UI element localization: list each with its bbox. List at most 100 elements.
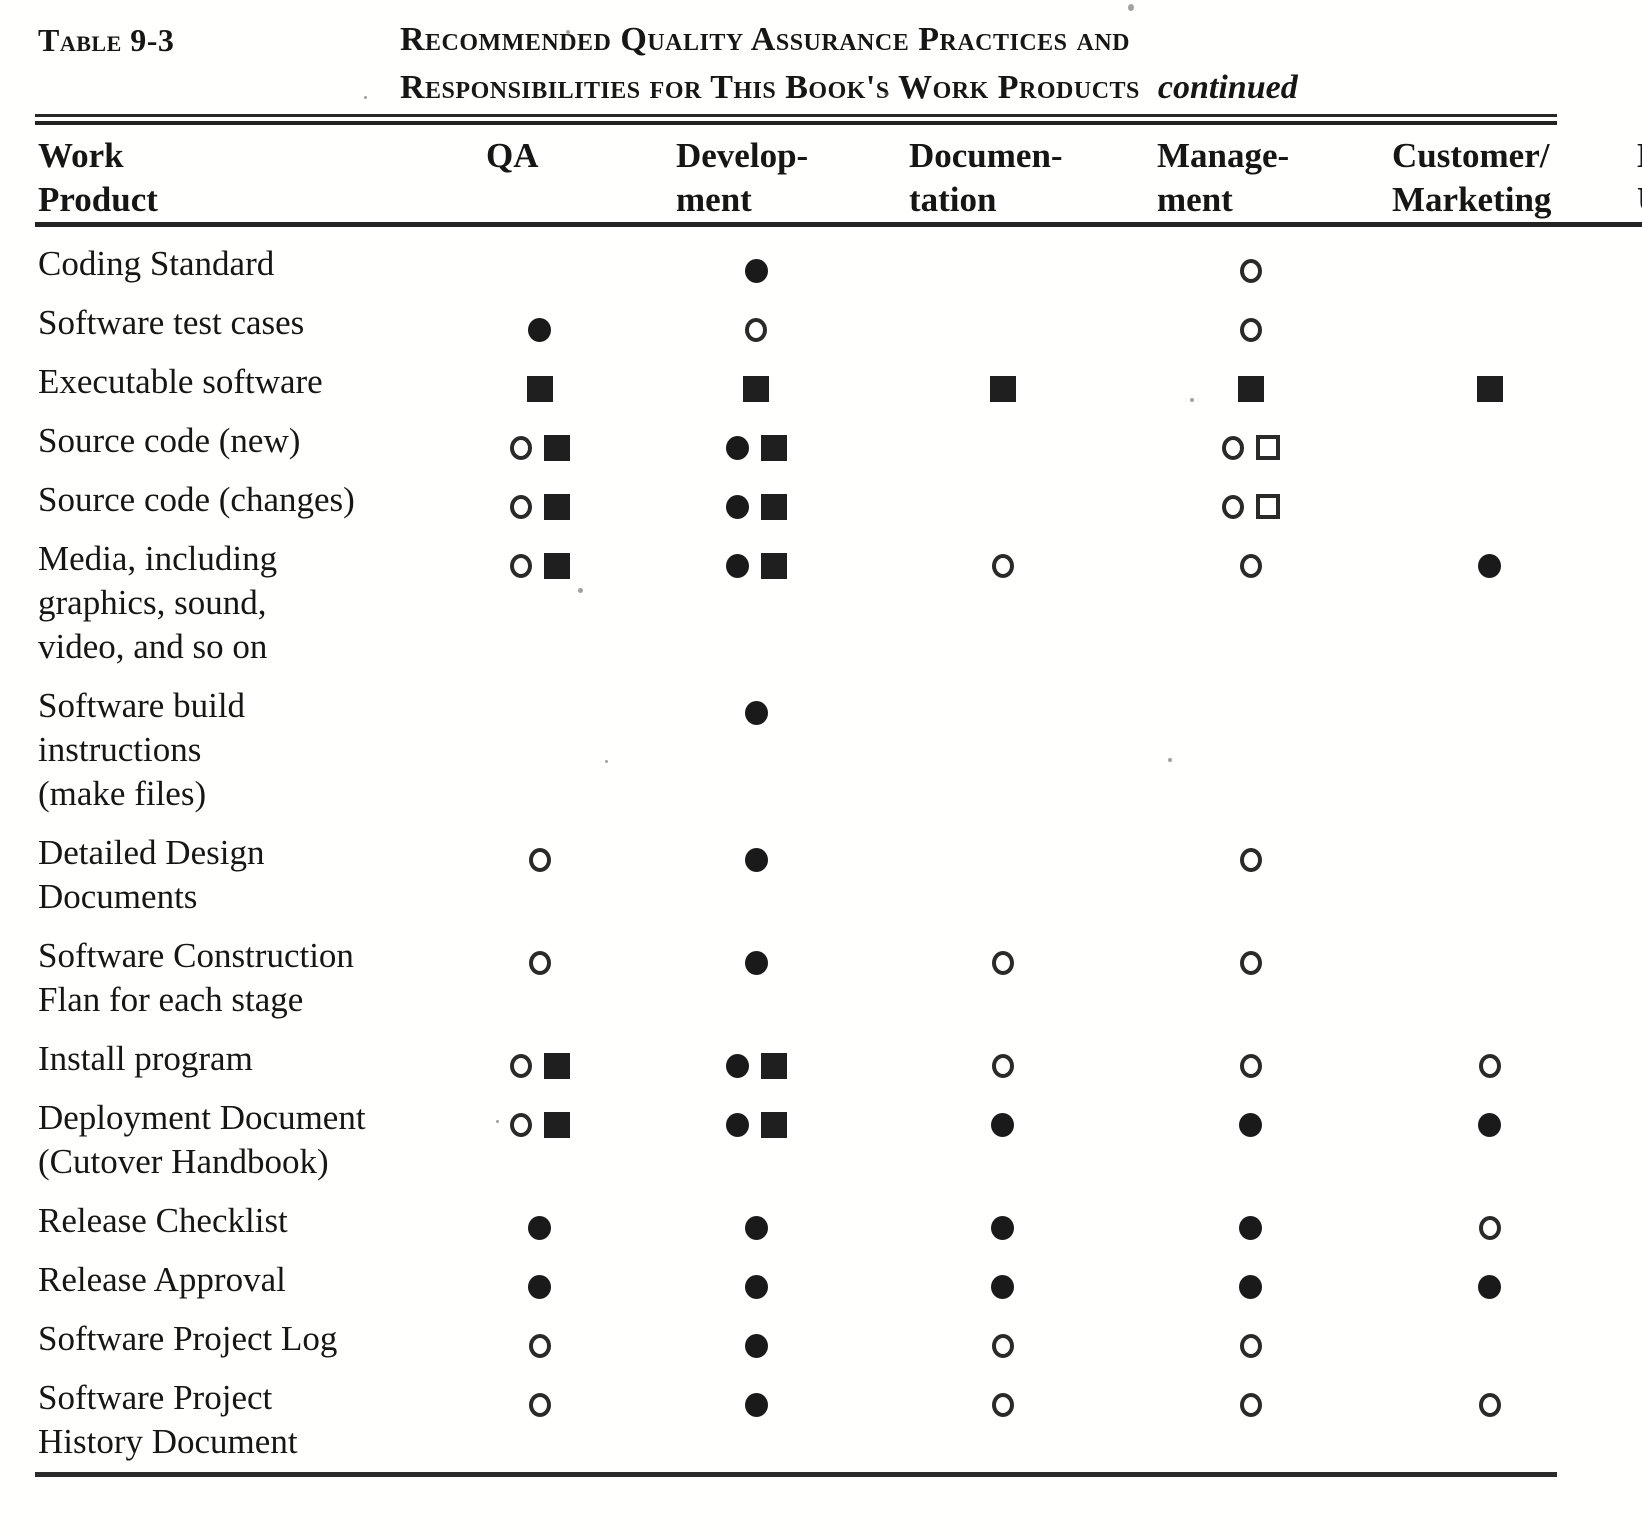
- cell-management: [1129, 919, 1372, 1022]
- work-product-name-line: Release Checklist: [38, 1201, 288, 1240]
- open-circle-icon: [991, 1333, 1014, 1358]
- open-circle-icon: [1239, 1392, 1262, 1417]
- cell-end_user: [1607, 1243, 1642, 1302]
- open-circle-icon: [528, 950, 551, 975]
- cell-development: [636, 1361, 876, 1464]
- cell-qa: [443, 1302, 636, 1361]
- table-row: Deployment Document (Cutover Handbook): [35, 1081, 1642, 1184]
- cell-development: [636, 286, 876, 345]
- cell-documentation: [876, 463, 1129, 522]
- scan-speck: [1128, 4, 1134, 11]
- filled-square-icon: [526, 375, 553, 402]
- scan-speck: [884, 92, 889, 96]
- scan-speck: [1190, 398, 1194, 402]
- filled-square-icon: [760, 1052, 787, 1079]
- table-title-line2: Responsibilities for This Book's Work Pr…: [400, 69, 1298, 106]
- cell-qa: [443, 816, 636, 919]
- cell-customer_marketing: [1372, 225, 1607, 287]
- cell-documentation: [876, 1022, 1129, 1081]
- column-header-line: Customer/: [1392, 136, 1550, 175]
- cell-end_user: [1607, 669, 1642, 816]
- open-circle-icon: [509, 553, 532, 578]
- scan-speck: [496, 1120, 499, 1123]
- open-circle-icon: [1478, 1215, 1501, 1240]
- column-header-customer_marketing: Customer/Marketing: [1372, 125, 1607, 227]
- table-row: Coding Standard: [35, 225, 1642, 287]
- work-product-name: Deployment Document (Cutover Handbook): [35, 1081, 443, 1184]
- open-circle-icon: [1478, 1053, 1501, 1078]
- table-header: Work Product QA Develop-ment Documen-tation M…: [35, 125, 1642, 227]
- work-product-name: Detailed Design Documents: [35, 816, 443, 919]
- cell-qa: [443, 1022, 636, 1081]
- work-product-name-line: graphics, sound,: [38, 583, 267, 622]
- open-circle-icon: [509, 494, 532, 519]
- cell-qa: [443, 345, 636, 404]
- open-circle-icon: [1239, 258, 1262, 283]
- filled-circle-icon: [1478, 1274, 1501, 1299]
- cell-qa: [443, 1184, 636, 1243]
- cell-documentation: [876, 816, 1129, 919]
- column-header-line: User: [1637, 178, 1642, 222]
- table-title: Recommended Quality Assurance Practices …: [400, 16, 1298, 112]
- table-header-row: Work Product QA Develop-ment Documen-tation M…: [35, 125, 1642, 227]
- cell-management: [1129, 1302, 1372, 1361]
- cell-development: [636, 345, 876, 404]
- cell-end_user: [1607, 522, 1642, 669]
- cell-development: [636, 669, 876, 816]
- cell-end_user: [1607, 1184, 1642, 1243]
- open-circle-icon: [1239, 847, 1262, 872]
- cell-development: [636, 225, 876, 287]
- column-header-line: Work: [38, 136, 124, 175]
- cell-customer_marketing: [1372, 463, 1607, 522]
- work-product-name-line: Software Project Log: [38, 1319, 338, 1358]
- filled-circle-icon: [991, 1112, 1014, 1137]
- column-header-line: tation: [909, 180, 997, 219]
- table-bottom-rule: [35, 1472, 1557, 1477]
- work-product-name-line: History Document: [38, 1422, 298, 1461]
- work-product-name: Media, including graphics, sound, video, a…: [35, 522, 443, 669]
- filled-circle-icon: [1239, 1274, 1262, 1299]
- work-product-name-line: (make files): [38, 774, 207, 813]
- filled-square-icon: [760, 434, 787, 461]
- cell-qa: [443, 919, 636, 1022]
- open-circle-icon: [745, 317, 767, 342]
- cell-customer_marketing: [1372, 1184, 1607, 1243]
- cell-documentation: [876, 1081, 1129, 1184]
- filled-circle-icon: [725, 1053, 749, 1078]
- filled-circle-icon: [725, 1112, 749, 1137]
- table-row: Executable software: [35, 345, 1642, 404]
- column-header-line: Manage-: [1157, 136, 1290, 175]
- filled-square-icon: [543, 1111, 570, 1138]
- table-row: Software Project History Document: [35, 1361, 1642, 1464]
- work-product-name: Software Project Log: [35, 1302, 443, 1361]
- work-product-name: Executable software: [35, 345, 443, 404]
- cell-qa: [443, 404, 636, 463]
- filled-circle-icon: [744, 1333, 768, 1358]
- filled-circle-icon: [744, 950, 768, 975]
- table-row: Release Approval: [35, 1243, 1642, 1302]
- scan-speck: [566, 30, 570, 34]
- work-product-name: Software test cases: [35, 286, 443, 345]
- column-header-line: ment: [1157, 180, 1233, 219]
- cell-qa: [443, 286, 636, 345]
- cell-management: [1129, 286, 1372, 345]
- cell-management: [1129, 404, 1372, 463]
- cell-management: [1129, 1081, 1372, 1184]
- open-circle-icon: [991, 1392, 1014, 1417]
- open-circle-icon: [509, 1112, 532, 1137]
- cell-development: [636, 1022, 876, 1081]
- cell-end_user: [1607, 404, 1642, 463]
- table-title-line1: Recommended Quality Assurance Practices …: [400, 21, 1131, 58]
- work-product-name-line: Detailed Design: [38, 833, 265, 872]
- filled-square-icon: [543, 552, 570, 579]
- column-header-end_user: EndUser: [1607, 125, 1642, 227]
- column-header-line: End: [1637, 134, 1642, 178]
- cell-customer_marketing: [1372, 522, 1607, 669]
- open-circle-icon: [1221, 494, 1244, 519]
- table-row: Software Project Log: [35, 1302, 1642, 1361]
- qa-responsibilities-table-wrap: Work Product QA Develop-ment Documen-tation M…: [35, 114, 1642, 1477]
- work-product-name-line: Source code (changes): [38, 480, 355, 519]
- filled-square-icon: [989, 375, 1016, 402]
- cell-customer_marketing: [1372, 1081, 1607, 1184]
